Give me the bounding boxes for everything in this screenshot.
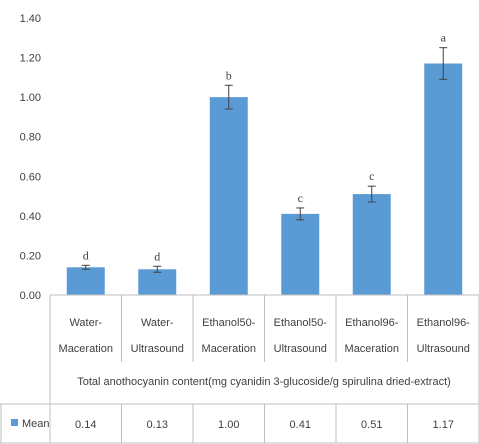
- category-label-line2: Ultrasound: [274, 343, 327, 355]
- y-tick-label: 1.20: [20, 53, 41, 65]
- significance-letter: d: [154, 249, 160, 263]
- category-label-line1: Ethanol50-: [274, 317, 328, 329]
- category-label-line1: Water-: [69, 317, 102, 329]
- table-value: 1.17: [433, 419, 454, 431]
- y-tick-label: 0.20: [20, 250, 41, 262]
- bar: [209, 97, 248, 296]
- table-value: 0.41: [290, 419, 311, 431]
- bar: [352, 194, 391, 295]
- category-label-line2: Maceration: [59, 343, 113, 355]
- category-label-line2: Ultrasound: [417, 343, 470, 355]
- y-axis: 0.00 0.20 0.40 0.60 0.80 1.00 1.20 1.40: [20, 13, 41, 302]
- bar: [138, 269, 177, 295]
- significance-letter: c: [369, 169, 374, 183]
- category-label-line1: Ethanol50-: [202, 317, 256, 329]
- significance-letter: c: [298, 191, 303, 205]
- bar: [424, 63, 463, 295]
- table-value: 0.51: [361, 419, 382, 431]
- legend-label: Mean: [22, 418, 50, 430]
- significance-letter: b: [226, 68, 232, 82]
- category-label-line1: Water-: [141, 317, 174, 329]
- category-label-line1: Ethanol96-: [345, 317, 399, 329]
- category-label-line2: Maceration: [202, 343, 256, 355]
- bar: [281, 213, 320, 295]
- table-value: 1.00: [218, 419, 239, 431]
- category-label-line2: Maceration: [345, 343, 399, 355]
- data-table: Mean 0.14 0.13 1.00 0.41 0.51 1.17: [0, 294, 479, 444]
- significance-letter: d: [83, 248, 89, 262]
- table-value: 0.14: [75, 419, 96, 431]
- bar: [66, 267, 105, 295]
- y-tick-label: 0.60: [20, 171, 41, 183]
- category-label-line1: Ethanol96-: [417, 317, 471, 329]
- y-tick-label: 0.40: [20, 211, 41, 223]
- y-tick-label: 1.40: [20, 13, 41, 25]
- y-tick-label: 1.00: [20, 92, 41, 104]
- legend-swatch: [11, 419, 18, 426]
- table-value: 0.13: [147, 419, 168, 431]
- x-axis-title: Total anothocyanin content(mg cyanidin 3…: [77, 376, 451, 388]
- y-tick-label: 0.00: [20, 290, 41, 302]
- significance-letter: a: [441, 31, 447, 45]
- bars: d Water- Maceration d Water- Ultrasound b Ethan…: [59, 31, 471, 355]
- category-label-line2: Ultrasound: [131, 343, 184, 355]
- y-tick-label: 0.80: [20, 132, 41, 144]
